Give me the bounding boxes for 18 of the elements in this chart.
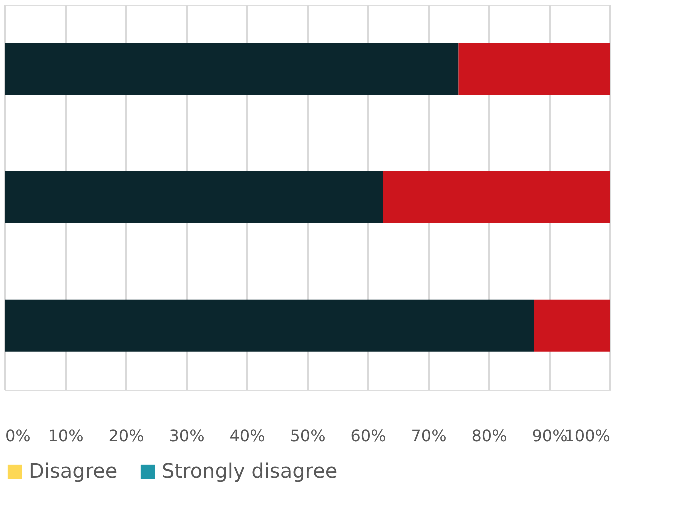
x-tick-label: 0% (6, 426, 31, 446)
x-tick-label: 70% (411, 426, 447, 446)
x-tick-label: 20% (108, 426, 144, 446)
x-tick-label: 60% (350, 426, 386, 446)
legend-label: Strongly disagree (162, 459, 338, 483)
bar (5, 43, 459, 96)
x-tick-label: 10% (48, 426, 84, 446)
x-tick-label: 90% (532, 426, 568, 446)
bar (5, 300, 534, 352)
bar (534, 300, 610, 352)
x-tick-label: 40% (230, 426, 266, 446)
x-tick-label: 80% (472, 426, 508, 446)
legend-label: Disagree (29, 459, 118, 483)
x-tick-label: 30% (169, 426, 205, 446)
x-tick-label: 50% (290, 426, 326, 446)
bar (383, 172, 610, 224)
bar (5, 172, 384, 224)
bar (458, 43, 610, 96)
